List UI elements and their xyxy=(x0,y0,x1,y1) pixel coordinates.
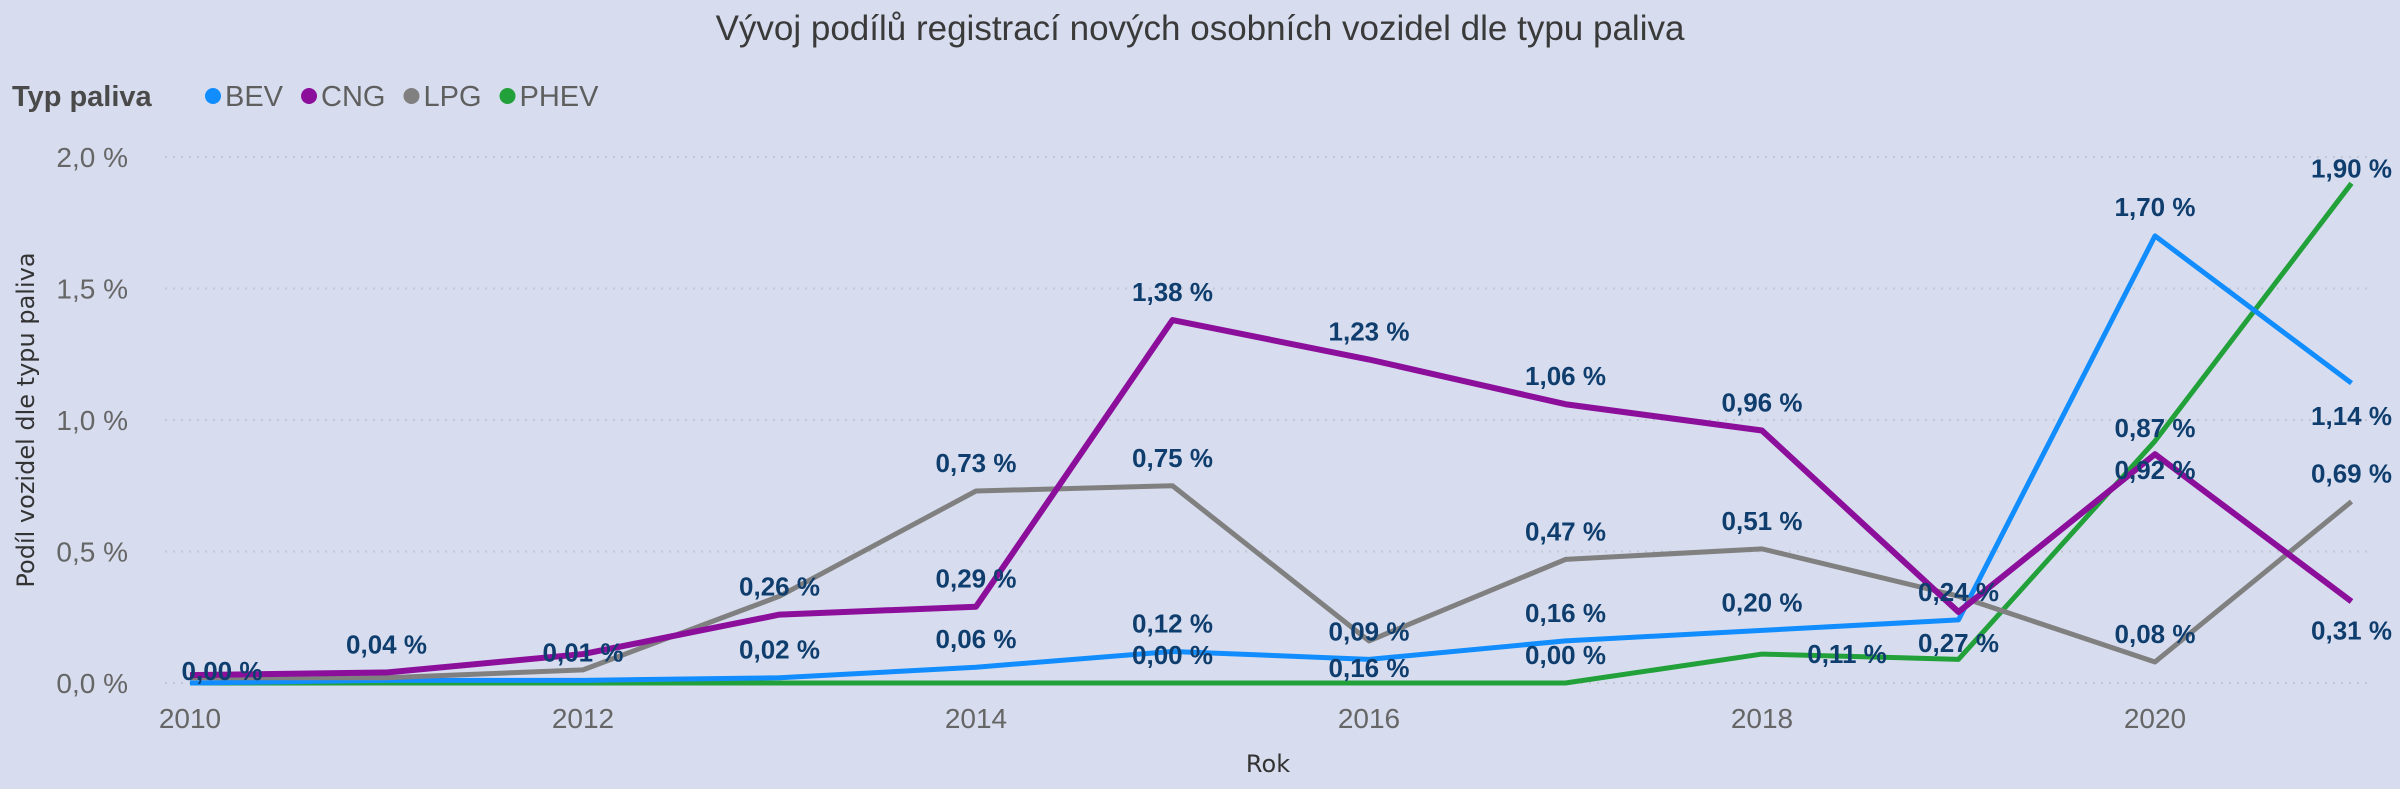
data-label-bev: 0,16 % xyxy=(1525,598,1606,628)
x-tick-label: 2016 xyxy=(1338,703,1400,734)
legend-item-cng[interactable]: CNG xyxy=(321,81,385,113)
x-tick-label: 2014 xyxy=(945,703,1007,734)
series-line-phev xyxy=(190,181,2354,686)
y-tick-label: 1,5 % xyxy=(56,274,128,305)
data-label-lpg: 0,75 % xyxy=(1132,443,1213,473)
y-tick-label: 0,5 % xyxy=(56,537,128,568)
y-tick-label: 1,0 % xyxy=(56,405,128,436)
data-label-bev: 1,70 % xyxy=(2115,192,2196,222)
data-label-bev: 0,00 % xyxy=(182,656,263,686)
y-axis-title: Podíl vozidel dle typu paliva xyxy=(12,252,40,587)
y-axis: 0,0 % 0,5 % 1,0 % 1,5 % 2,0 % xyxy=(56,142,128,699)
x-axis-title: Rok xyxy=(1246,750,1290,778)
data-label-cng: 0,31 % xyxy=(2311,615,2392,645)
x-tick-label: 2018 xyxy=(1731,703,1793,734)
data-label-cng: 1,38 % xyxy=(1132,277,1213,307)
data-label-bev: 1,14 % xyxy=(2311,401,2392,431)
data-label-bev: 0,02 % xyxy=(739,635,820,665)
x-tick-label: 2020 xyxy=(2124,703,2186,734)
data-label-phev: 0,11 % xyxy=(1807,639,1887,669)
series-line-lpg xyxy=(190,483,2354,681)
data-label-bev: 0,06 % xyxy=(936,624,1017,654)
data-label-phev: 0,00 % xyxy=(1525,640,1606,670)
legend-item-phev[interactable]: PHEV xyxy=(520,81,600,113)
chart-title: Vývoj podílů registrací nových osobních … xyxy=(716,9,1685,48)
data-label-bev: 0,24 % xyxy=(1918,577,1999,607)
data-label-cng: 0,29 % xyxy=(936,564,1017,594)
data-label-cng: 0,96 % xyxy=(1722,388,1803,418)
y-tick-label: 0,0 % xyxy=(56,668,128,699)
data-label-cng: 0,26 % xyxy=(739,572,820,602)
gridlines xyxy=(165,156,2370,684)
series-line-bev xyxy=(189,233,2353,686)
legend-marker-bev xyxy=(205,88,221,104)
series-line-cng xyxy=(189,317,2354,679)
data-label-bev: 0,20 % xyxy=(1722,587,1803,617)
data-label-cng: 0,27 % xyxy=(1918,628,1999,658)
data-label-lpg: 0,47 % xyxy=(1525,516,1606,546)
x-tick-label: 2010 xyxy=(159,703,221,734)
x-tick-label: 2012 xyxy=(552,703,614,734)
series-lines xyxy=(189,181,2354,686)
legend-marker-cng xyxy=(301,88,318,104)
data-label-phev: 0,00 % xyxy=(1132,640,1213,670)
legend-marker-lpg xyxy=(403,88,420,104)
legend-item-lpg[interactable]: LPG xyxy=(423,81,481,113)
legend-marker-phev xyxy=(499,88,516,104)
data-label-phev: 0,92 % xyxy=(2115,455,2196,485)
data-label-lpg: 0,08 % xyxy=(2115,619,2196,649)
legend: Typ paliva BEV CNG LPG PHEV xyxy=(12,81,599,113)
y-tick-label: 2,0 % xyxy=(56,142,128,173)
data-label-lpg: 0,73 % xyxy=(936,448,1017,478)
data-label-cng: 0,04 % xyxy=(346,629,427,659)
data-label-lpg: 0,16 % xyxy=(1329,653,1410,683)
data-label-lpg: 0,51 % xyxy=(1722,506,1803,536)
legend-title: Typ paliva xyxy=(12,81,153,113)
data-labels: 0,00 % 0,01 % 0,02 % 0,06 % 0,12 % 0,09 % 0,16… xyxy=(182,153,2392,686)
data-label-cng: 1,06 % xyxy=(1525,361,1606,391)
legend-item-bev[interactable]: BEV xyxy=(225,81,284,113)
data-label-cng: 0,87 % xyxy=(2115,413,2196,443)
data-label-bev: 0,01 % xyxy=(543,637,624,667)
data-label-cng: 1,23 % xyxy=(1329,317,1410,347)
data-label-bev: 0,09 % xyxy=(1329,616,1410,646)
data-label-lpg: 0,69 % xyxy=(2311,459,2392,489)
data-label-phev: 1,90 % xyxy=(2311,153,2392,183)
data-label-bev: 0,12 % xyxy=(1132,608,1213,638)
x-axis: 2010 2012 2014 2016 2018 2020 xyxy=(159,703,2186,734)
